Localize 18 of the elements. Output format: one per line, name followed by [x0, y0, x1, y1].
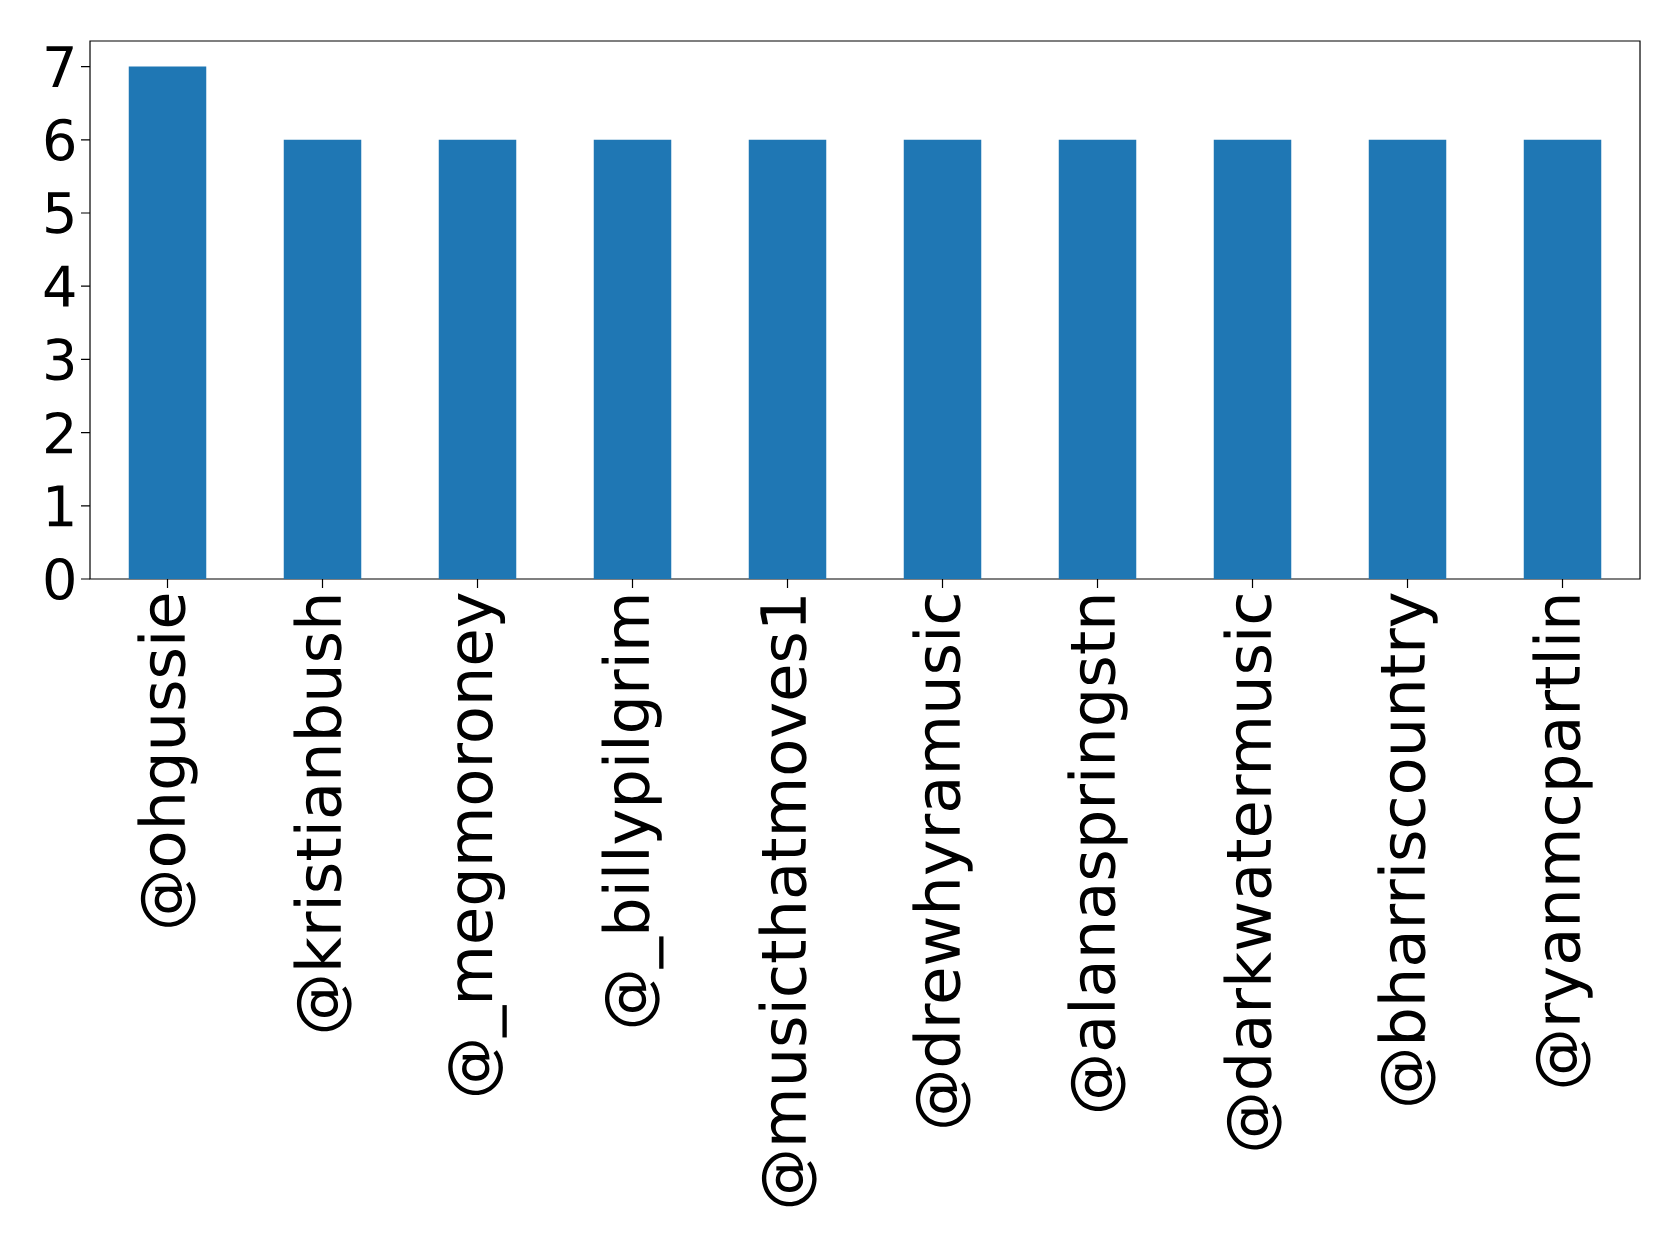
x-tick-label: @_megmoroney	[448, 593, 507, 1095]
y-tick-label: 4	[44, 265, 75, 307]
x-tick-label: @drewhyramusic	[912, 595, 973, 1127]
x-tick-label: @_billypilgrim	[601, 596, 664, 1027]
y-tick-label: 7	[46, 46, 73, 87]
y-tick-label: 6	[45, 118, 74, 161]
x-tick-label: @alanaspringstn	[1067, 596, 1128, 1112]
x-tick-label: @bharriscountry	[1377, 593, 1438, 1105]
x-tick-label: @ohgussie	[137, 594, 198, 927]
x-tick-label: @darkwatermusic	[1223, 595, 1282, 1150]
y-tick-label: 0	[45, 557, 74, 601]
y-tick-label: 1	[48, 485, 73, 527]
x-tick-label: @musicthatmoves1	[758, 597, 817, 1207]
y-tick-label: 2	[46, 411, 72, 454]
y-tick-label: 5	[46, 192, 73, 234]
y-tick-label: 3	[46, 338, 74, 381]
x-tick-label: @ryanmcpartlin	[1532, 596, 1593, 1087]
x-tick-label: @kristianbush	[293, 596, 352, 1032]
